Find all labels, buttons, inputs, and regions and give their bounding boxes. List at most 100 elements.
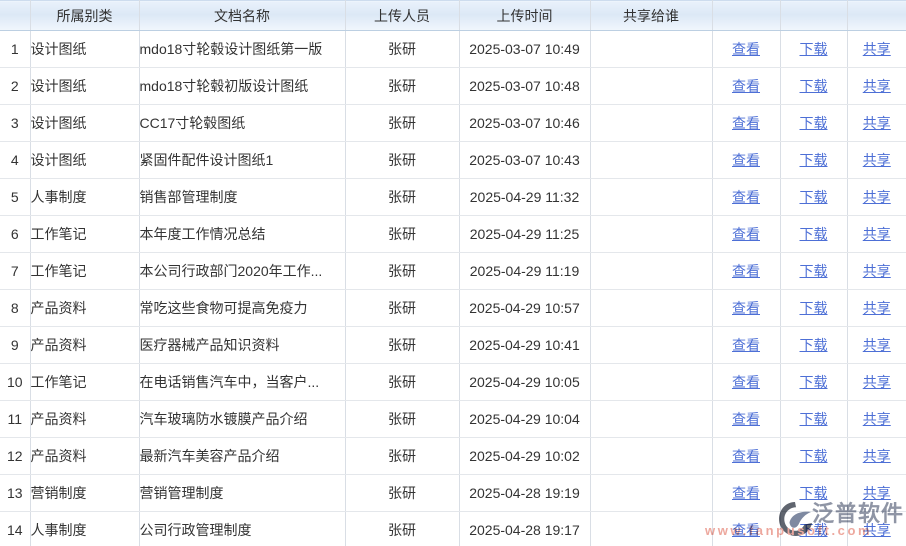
- table-row: 10 工作笔记 在电话销售汽车中，当客户... 张研 2025-04-29 10…: [0, 363, 906, 401]
- document-name-cell: 销售部管理制度: [139, 178, 346, 216]
- view-link[interactable]: 查看: [732, 41, 760, 57]
- download-link[interactable]: 下载: [799, 485, 828, 501]
- view-link[interactable]: 查看: [732, 152, 760, 168]
- view-link[interactable]: 查看: [732, 300, 760, 316]
- upload-time-cell: 2025-04-29 10:41: [459, 326, 591, 364]
- share-link[interactable]: 共享: [862, 41, 891, 57]
- col-header-share: [847, 0, 906, 31]
- share-link[interactable]: 共享: [862, 411, 891, 427]
- share-with-cell: [590, 141, 713, 179]
- download-link[interactable]: 下载: [799, 337, 828, 353]
- view-link[interactable]: 查看: [732, 115, 760, 131]
- view-link[interactable]: 查看: [732, 485, 760, 501]
- view-link[interactable]: 查看: [732, 263, 760, 279]
- share-with-cell: [590, 400, 713, 438]
- download-link[interactable]: 下载: [799, 152, 828, 168]
- view-link[interactable]: 查看: [732, 189, 760, 205]
- uploader-cell: 张研: [345, 141, 460, 179]
- share-link[interactable]: 共享: [862, 152, 891, 168]
- share-link[interactable]: 共享: [862, 115, 891, 131]
- download-link[interactable]: 下载: [799, 374, 828, 390]
- category-cell: 工作笔记: [30, 363, 140, 401]
- uploader-cell: 张研: [345, 400, 460, 438]
- share-with-cell: [590, 474, 713, 512]
- table-row: 7 工作笔记 本公司行政部门2020年工作... 张研 2025-04-29 1…: [0, 252, 906, 290]
- row-index-cell: 2: [0, 67, 31, 105]
- category-cell: 工作笔记: [30, 252, 140, 290]
- share-link[interactable]: 共享: [862, 78, 891, 94]
- row-index-cell: 1: [0, 30, 31, 68]
- share-link[interactable]: 共享: [862, 374, 891, 390]
- document-name-cell: 紧固件配件设计图纸1: [139, 141, 346, 179]
- download-link[interactable]: 下载: [799, 78, 828, 94]
- uploader-cell: 张研: [345, 363, 460, 401]
- download-link[interactable]: 下载: [799, 411, 828, 427]
- download-link[interactable]: 下载: [799, 300, 828, 316]
- document-name-cell: mdo18寸轮毂初版设计图纸: [139, 67, 346, 105]
- upload-time-cell: 2025-04-29 10:02: [459, 437, 591, 475]
- upload-time-cell: 2025-04-28 19:17: [459, 511, 591, 546]
- col-header-category: 所属别类: [30, 0, 140, 31]
- upload-time-cell: 2025-03-07 10:48: [459, 67, 591, 105]
- share-with-cell: [590, 252, 713, 290]
- category-cell: 产品资料: [30, 326, 140, 364]
- view-link[interactable]: 查看: [732, 448, 760, 464]
- share-link[interactable]: 共享: [862, 263, 891, 279]
- upload-time-cell: 2025-04-29 10:04: [459, 400, 591, 438]
- download-link[interactable]: 下载: [799, 115, 828, 131]
- document-name-cell: 本公司行政部门2020年工作...: [139, 252, 346, 290]
- download-link[interactable]: 下载: [799, 263, 828, 279]
- category-cell: 人事制度: [30, 511, 140, 546]
- table-row: 6 工作笔记 本年度工作情况总结 张研 2025-04-29 11:25 查看 …: [0, 215, 906, 253]
- upload-time-cell: 2025-03-07 10:46: [459, 104, 591, 142]
- table-row: 2 设计图纸 mdo18寸轮毂初版设计图纸 张研 2025-03-07 10:4…: [0, 67, 906, 105]
- document-name-cell: 最新汽车美容产品介绍: [139, 437, 346, 475]
- row-index-cell: 6: [0, 215, 31, 253]
- col-header-download: [780, 0, 848, 31]
- share-link[interactable]: 共享: [862, 448, 891, 464]
- download-link[interactable]: 下载: [799, 189, 828, 205]
- download-link[interactable]: 下载: [799, 226, 828, 242]
- row-index-cell: 4: [0, 141, 31, 179]
- download-link[interactable]: 下载: [799, 522, 828, 538]
- table-row: 11 产品资料 汽车玻璃防水镀膜产品介绍 张研 2025-04-29 10:04…: [0, 400, 906, 438]
- table-row: 8 产品资料 常吃这些食物可提高免疫力 张研 2025-04-29 10:57 …: [0, 289, 906, 327]
- upload-time-cell: 2025-04-29 11:25: [459, 215, 591, 253]
- document-name-cell: CC17寸轮毂图纸: [139, 104, 346, 142]
- download-link[interactable]: 下载: [799, 448, 828, 464]
- share-link[interactable]: 共享: [862, 189, 891, 205]
- download-link[interactable]: 下载: [799, 41, 828, 57]
- view-link[interactable]: 查看: [732, 411, 760, 427]
- table-row: 1 设计图纸 mdo18寸轮毂设计图纸第一版 张研 2025-03-07 10:…: [0, 30, 906, 68]
- category-cell: 人事制度: [30, 178, 140, 216]
- share-link[interactable]: 共享: [862, 300, 891, 316]
- col-header-name: 文档名称: [139, 0, 346, 31]
- row-index-cell: 5: [0, 178, 31, 216]
- view-link[interactable]: 查看: [732, 78, 760, 94]
- table-row: 4 设计图纸 紧固件配件设计图纸1 张研 2025-03-07 10:43 查看…: [0, 141, 906, 179]
- upload-time-cell: 2025-04-29 10:05: [459, 363, 591, 401]
- document-name-cell: 常吃这些食物可提高免疫力: [139, 289, 346, 327]
- share-link[interactable]: 共享: [862, 337, 891, 353]
- category-cell: 设计图纸: [30, 141, 140, 179]
- share-link[interactable]: 共享: [862, 226, 891, 242]
- upload-time-cell: 2025-03-07 10:43: [459, 141, 591, 179]
- document-name-cell: 营销管理制度: [139, 474, 346, 512]
- document-name-cell: mdo18寸轮毂设计图纸第一版: [139, 30, 346, 68]
- row-index-cell: 8: [0, 289, 31, 327]
- row-index-cell: 13: [0, 474, 31, 512]
- view-link[interactable]: 查看: [732, 374, 760, 390]
- view-link[interactable]: 查看: [732, 522, 760, 538]
- share-link[interactable]: 共享: [862, 485, 891, 501]
- uploader-cell: 张研: [345, 67, 460, 105]
- view-link[interactable]: 查看: [732, 226, 760, 242]
- share-link[interactable]: 共享: [862, 522, 891, 538]
- view-link[interactable]: 查看: [732, 337, 760, 353]
- row-index-cell: 3: [0, 104, 31, 142]
- share-with-cell: [590, 326, 713, 364]
- document-name-cell: 医疗器械产品知识资料: [139, 326, 346, 364]
- col-header-index: [0, 0, 31, 31]
- share-with-cell: [590, 437, 713, 475]
- upload-time-cell: 2025-04-29 10:57: [459, 289, 591, 327]
